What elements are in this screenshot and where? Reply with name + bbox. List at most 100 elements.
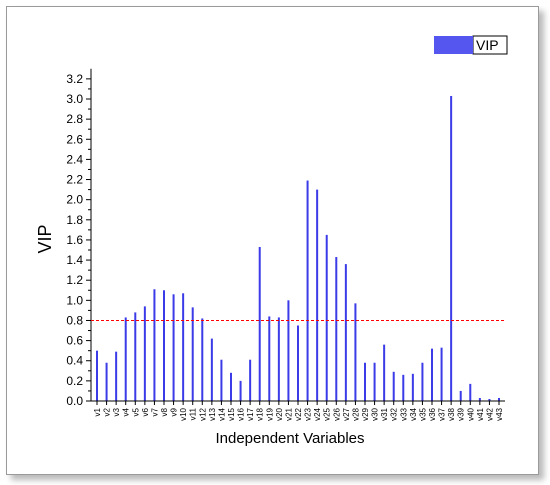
bars xyxy=(96,95,500,401)
y-tick-label: 1.6 xyxy=(66,233,83,247)
x-tick-label: v34 xyxy=(409,407,418,420)
x-tick-label: v7 xyxy=(150,407,159,416)
x-tick-label: v26 xyxy=(332,407,341,420)
bar xyxy=(182,293,185,401)
x-tick-label: v32 xyxy=(390,407,399,420)
bar xyxy=(172,294,175,401)
x-tick-label: v43 xyxy=(495,407,504,420)
y-tick-label: 2.0 xyxy=(66,193,83,207)
y-axis: 0.0 0.2 0.4 0.6 0.8 1.0 1.2 1.4 1.6 1.8 2.0 2.2 2.4 2… xyxy=(66,68,92,408)
bar xyxy=(239,380,242,401)
bar xyxy=(306,180,309,401)
bar xyxy=(201,318,204,401)
bar xyxy=(268,316,271,401)
x-tick-label: v9 xyxy=(170,407,179,416)
x-tick-label: v2 xyxy=(103,407,112,416)
x-tick-label: v38 xyxy=(447,407,456,420)
bar xyxy=(325,234,328,401)
bar xyxy=(316,189,319,401)
x-axis: v1 v2 v3 v4 v5 v6 v7 v8 v9 v10 v11 v12 v13 v14 v15 v16 v… xyxy=(91,400,505,421)
bar xyxy=(124,317,127,401)
x-tick-label: v33 xyxy=(399,407,408,420)
y-tick-label: 0.8 xyxy=(66,313,83,327)
bar xyxy=(498,397,500,401)
y-tick-label: 1.4 xyxy=(66,253,83,267)
bar xyxy=(191,307,194,401)
bar xyxy=(364,362,366,401)
bar xyxy=(277,317,280,401)
bar xyxy=(230,372,232,401)
bar xyxy=(478,397,481,401)
bar xyxy=(431,348,433,401)
bar xyxy=(335,257,338,401)
x-tick-label: v14 xyxy=(217,407,226,420)
y-tick-label: 3.0 xyxy=(66,92,83,106)
y-tick-label: 0.6 xyxy=(66,334,83,348)
bar xyxy=(134,312,137,401)
bar xyxy=(450,95,453,401)
x-tick-label: v23 xyxy=(304,407,313,420)
bar xyxy=(287,300,290,401)
x-tick-label: v31 xyxy=(380,407,389,420)
bar xyxy=(153,289,156,401)
y-tick-label: 0.2 xyxy=(66,374,83,388)
x-axis-title: Independent Variables xyxy=(215,430,364,447)
x-tick-label: v5 xyxy=(131,407,140,416)
x-tick-label: v10 xyxy=(179,407,188,420)
y-tick-label: 2.6 xyxy=(66,132,83,146)
x-tick-label: v4 xyxy=(122,407,131,416)
y-tick-label: 3.2 xyxy=(66,72,83,86)
x-tick-label: v13 xyxy=(208,407,217,420)
x-tick-label: v19 xyxy=(265,407,274,420)
bar xyxy=(163,290,165,401)
bar xyxy=(469,383,472,401)
x-tick-label: v30 xyxy=(371,407,380,420)
x-tick-label: v27 xyxy=(342,407,351,420)
x-tick-label: v35 xyxy=(418,407,427,420)
legend-label: VIP xyxy=(476,37,499,53)
x-tick-label: v12 xyxy=(198,407,207,420)
x-tick-label: v25 xyxy=(323,407,332,420)
bar xyxy=(96,350,98,401)
x-tick-label: v20 xyxy=(275,407,284,420)
bar xyxy=(402,374,405,401)
x-tick-label: v8 xyxy=(160,407,169,416)
bar xyxy=(210,338,213,401)
x-tick-label: v41 xyxy=(476,407,485,420)
x-tick-label: v22 xyxy=(294,407,303,420)
x-tick-label: v21 xyxy=(284,407,293,420)
bar xyxy=(249,359,252,401)
x-tick-label: v40 xyxy=(466,407,475,420)
bar xyxy=(383,344,386,401)
bar xyxy=(373,362,376,401)
chart-frame: 0.0 0.2 0.4 0.6 0.8 1.0 1.2 1.4 1.6 1.8 2.0 2.2 2.4 2… xyxy=(6,6,539,475)
y-tick-label: 2.2 xyxy=(66,173,83,187)
x-tick-label: v1 xyxy=(93,407,102,416)
bar xyxy=(297,325,299,401)
x-tick-label: v36 xyxy=(428,407,437,420)
bar xyxy=(459,390,462,401)
y-tick-label: 1.0 xyxy=(66,293,83,307)
bar xyxy=(411,373,414,401)
bar xyxy=(354,303,357,401)
x-tick-label: v42 xyxy=(485,407,494,420)
y-tick-label: 2.8 xyxy=(66,112,83,126)
bar xyxy=(143,306,146,401)
legend: VIP xyxy=(434,35,508,55)
bar xyxy=(115,351,118,401)
y-tick-label: 0.0 xyxy=(66,394,83,408)
x-tick-label: v29 xyxy=(361,407,370,420)
y-tick-label: 2.4 xyxy=(66,152,83,166)
bar xyxy=(488,398,491,401)
bar xyxy=(421,362,424,401)
y-tick-label: 1.8 xyxy=(66,213,83,227)
x-tick-label: v16 xyxy=(237,407,246,420)
x-tick-label: v37 xyxy=(438,407,447,420)
x-tick-label: v3 xyxy=(112,407,121,416)
bar xyxy=(440,347,443,401)
x-tick-label: v17 xyxy=(246,407,255,420)
x-tick-label: v11 xyxy=(189,407,198,420)
x-tick-label: v24 xyxy=(313,407,322,420)
bar xyxy=(220,359,223,401)
x-tick-label: v18 xyxy=(256,407,265,420)
